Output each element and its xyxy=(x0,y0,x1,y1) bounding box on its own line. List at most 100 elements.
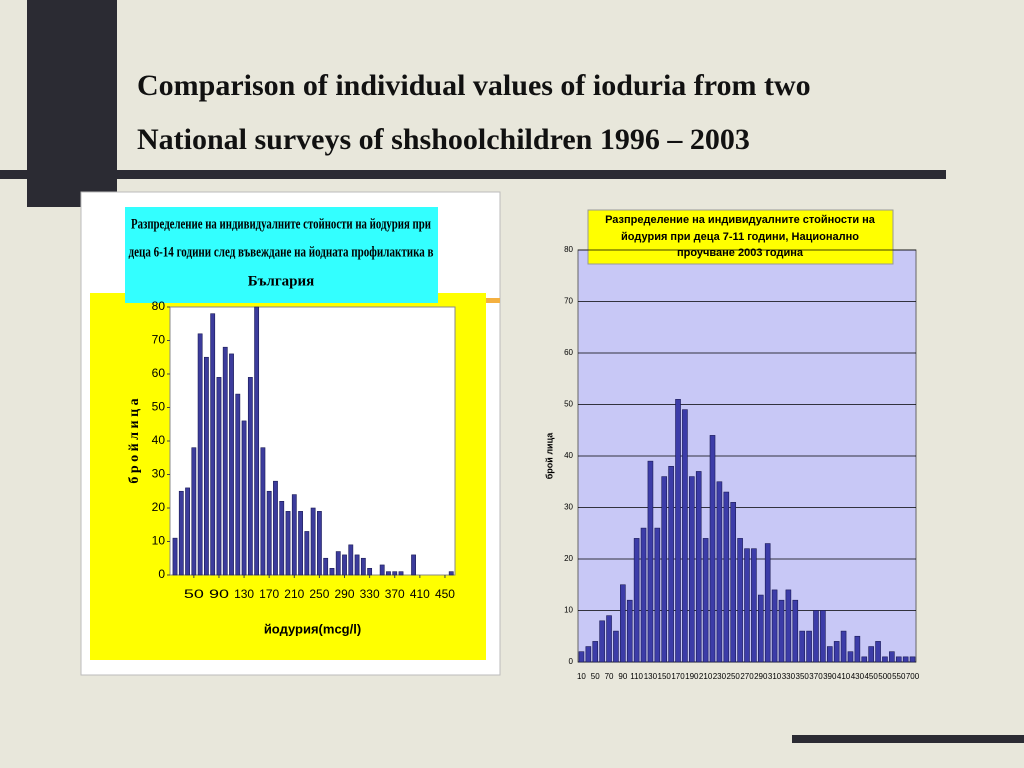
y-tick-label: 40 xyxy=(564,451,573,460)
bar xyxy=(709,435,716,663)
x-tick-label: 150 xyxy=(658,672,672,681)
bar xyxy=(909,656,916,663)
bar xyxy=(260,447,266,576)
x-tick-label: 290 xyxy=(335,587,355,601)
bar xyxy=(840,630,847,663)
bar xyxy=(210,313,216,576)
x-tick-label: 170 xyxy=(671,672,685,681)
bar xyxy=(661,476,668,663)
bar xyxy=(785,589,792,663)
bar xyxy=(675,399,681,663)
x-tick-label: 230 xyxy=(713,672,727,681)
bar xyxy=(889,651,895,663)
y-tick-label: 0 xyxy=(158,567,165,581)
x-tick-label: 370 xyxy=(809,672,823,681)
bar xyxy=(882,656,888,663)
x-tick-label: 550 xyxy=(892,672,906,681)
bar xyxy=(273,480,278,576)
bar xyxy=(348,544,354,576)
bar xyxy=(606,615,612,663)
bar xyxy=(854,635,861,663)
bar xyxy=(386,571,391,576)
x-axis-label: йодурия(mcg/l) xyxy=(264,621,361,636)
bar xyxy=(266,490,272,576)
chart-title: България xyxy=(248,273,315,289)
bar xyxy=(279,500,285,576)
bar xyxy=(902,656,909,663)
bar xyxy=(229,353,234,576)
x-tick-label: 310 xyxy=(768,672,782,681)
bar xyxy=(317,511,322,576)
bar xyxy=(771,589,778,663)
bar xyxy=(247,377,253,576)
x-tick-label: 410 xyxy=(410,587,430,601)
bar xyxy=(235,393,241,576)
x-tick-label: 70 xyxy=(605,672,614,681)
x-tick-label: 370 xyxy=(385,587,405,601)
y-tick-label: 50 xyxy=(564,400,573,409)
x-tick-label: 450 xyxy=(435,587,455,601)
chart-title: Разпределение на индивидуалните стойност… xyxy=(131,216,431,232)
chart-title: проучване 2003 година xyxy=(677,247,804,259)
bar xyxy=(820,610,826,663)
bar xyxy=(744,548,750,663)
bar xyxy=(799,630,805,663)
y-tick-label: 80 xyxy=(564,245,573,254)
x-tick-label: 130 xyxy=(644,672,658,681)
slide-title: Comparison of individual values of iodur… xyxy=(137,69,811,102)
bar xyxy=(778,599,785,663)
bar xyxy=(716,481,723,663)
x-tick-label: 500 xyxy=(878,672,892,681)
y-tick-label: 70 xyxy=(152,333,166,347)
y-tick-label: 70 xyxy=(564,297,573,306)
bar xyxy=(613,630,619,663)
x-tick-label: 50 xyxy=(184,587,204,601)
x-tick-label: 50 xyxy=(591,672,600,681)
x-tick-label: 450 xyxy=(864,672,878,681)
y-tick-label: 0 xyxy=(569,657,574,666)
y-axis-label: брой лица xyxy=(544,432,554,479)
bar xyxy=(640,527,647,663)
y-axis-label: б р о й л и ц а xyxy=(127,398,142,483)
bar xyxy=(204,356,209,576)
y-tick-label: 50 xyxy=(152,400,166,414)
x-tick-label: 110 xyxy=(630,672,643,681)
bar xyxy=(191,447,197,576)
bar xyxy=(620,584,626,663)
x-tick-label: 210 xyxy=(284,587,304,601)
x-tick-label: 90 xyxy=(209,587,229,601)
x-tick-label: 170 xyxy=(259,587,279,601)
bar xyxy=(751,548,757,663)
bar xyxy=(291,494,297,576)
bar xyxy=(354,554,360,576)
chart-title-box xyxy=(587,209,894,265)
y-tick-label: 30 xyxy=(564,503,573,512)
bar xyxy=(868,646,874,663)
bar xyxy=(379,564,385,576)
chart-title: йодурия при деца 7-11 години, Национално xyxy=(621,231,859,243)
bar xyxy=(702,538,709,663)
bar xyxy=(689,476,695,663)
y-tick-label: 40 xyxy=(152,433,166,447)
bar xyxy=(695,471,702,663)
x-tick-label: 10 xyxy=(577,672,586,681)
bar xyxy=(360,557,366,576)
bar xyxy=(833,641,840,663)
bar xyxy=(329,567,335,576)
decor xyxy=(486,298,500,303)
y-tick-label: 80 xyxy=(152,299,166,313)
bar xyxy=(172,537,178,576)
bar xyxy=(342,554,347,576)
bar xyxy=(310,507,316,576)
chart-title: Разпределение на индивидуалните стойност… xyxy=(605,214,876,226)
bar xyxy=(285,511,291,576)
bar xyxy=(737,538,743,663)
bar xyxy=(592,641,599,663)
bar xyxy=(298,511,303,576)
bar xyxy=(578,651,585,663)
x-tick-label: 250 xyxy=(727,672,741,681)
bar xyxy=(813,610,819,663)
x-tick-label: 270 xyxy=(740,672,754,681)
y-tick-label: 30 xyxy=(152,467,166,481)
